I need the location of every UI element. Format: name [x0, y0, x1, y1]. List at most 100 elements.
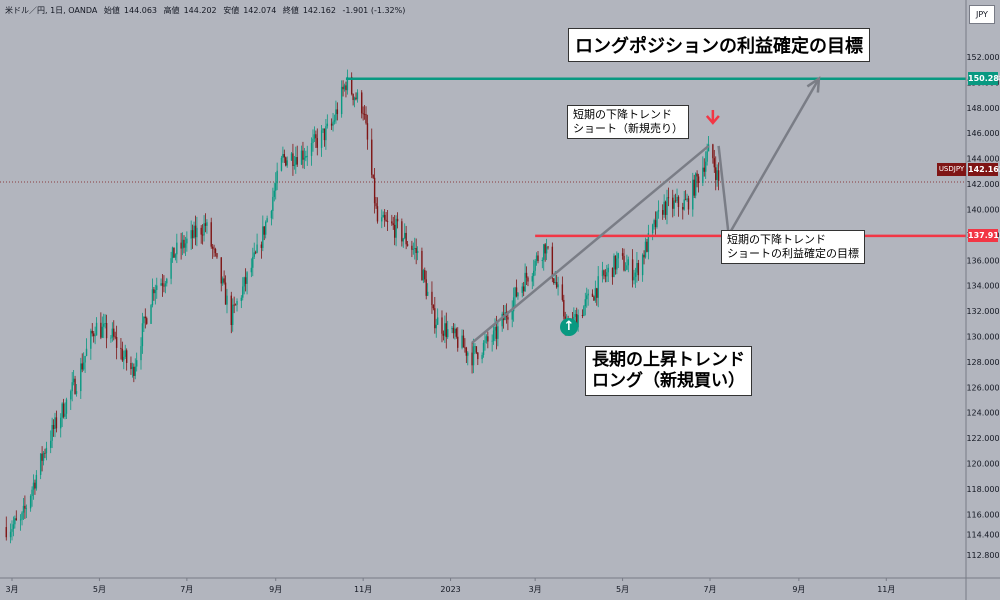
candle-body	[464, 348, 465, 349]
candle-body	[698, 176, 699, 182]
candle-body	[612, 268, 613, 277]
candle-body	[120, 348, 121, 349]
symbol-name[interactable]: 米ドル／円, 1日, OANDA	[5, 6, 97, 15]
candle-body	[605, 275, 606, 276]
candle-body	[384, 215, 385, 220]
candle-body	[424, 270, 425, 279]
candle-body	[658, 210, 659, 212]
candle-body	[372, 175, 373, 178]
candle-body	[496, 327, 497, 339]
candle-body	[196, 228, 197, 237]
candle-body	[401, 221, 402, 241]
candle-body	[54, 417, 55, 429]
candle-body	[116, 337, 117, 348]
candle-body	[602, 270, 603, 276]
candle-body	[404, 233, 405, 238]
candle-body	[447, 329, 448, 337]
candle-body	[443, 334, 444, 336]
candle-body	[146, 318, 147, 324]
open-value: 144.063	[124, 6, 157, 15]
candle-body	[156, 285, 157, 290]
candle-body	[162, 283, 163, 285]
candle-body	[643, 255, 644, 258]
candle-body	[603, 270, 604, 275]
candle-body	[453, 328, 454, 333]
candle-body	[307, 156, 308, 157]
candle-body	[523, 286, 524, 291]
candle-body	[533, 271, 534, 276]
ohlc-header: 米ドル／円, 1日, OANDA 始値 144.063 高値 144.202 安値 1…	[5, 5, 409, 16]
candle-body	[403, 238, 404, 241]
candle-body	[92, 331, 93, 334]
candle-body	[332, 122, 333, 126]
candle-body	[653, 220, 654, 224]
candle-body	[501, 314, 502, 326]
candle-body	[26, 508, 27, 509]
candle-body	[76, 391, 77, 394]
candle-body	[322, 129, 323, 131]
candle-body	[536, 255, 537, 260]
candle-body	[391, 221, 392, 223]
candle-body	[140, 346, 141, 360]
candle-body	[190, 230, 191, 238]
candle-body	[312, 139, 313, 143]
candle-body	[226, 296, 227, 305]
y-tick-label: 128.000	[966, 358, 999, 367]
candle-body	[321, 130, 322, 148]
annotation-line: 短期の下降トレンド	[573, 108, 683, 122]
candle-body	[100, 323, 101, 338]
candle-body	[281, 158, 282, 171]
candle-body	[466, 348, 467, 356]
x-tick-label: 5月	[616, 585, 629, 594]
candle-body	[451, 328, 452, 329]
candle-body	[371, 140, 372, 175]
candle-body	[83, 363, 84, 370]
candle-body	[173, 248, 174, 258]
candle-body	[414, 248, 415, 249]
candle-body	[126, 350, 127, 363]
candle-body	[537, 255, 538, 261]
currency-button[interactable]: JPY	[969, 5, 995, 24]
candle-body	[13, 524, 14, 529]
candle-body	[255, 252, 256, 253]
candle-body	[125, 350, 126, 357]
candle-body	[385, 220, 386, 221]
candle-body	[152, 289, 153, 305]
candle-body	[11, 529, 12, 532]
candle-body	[256, 245, 257, 253]
annotation-long-entry: 長期の上昇トレンド ロング（新規買い）	[585, 346, 752, 396]
y-tick-label: 116.000	[966, 510, 999, 519]
candle-body	[24, 506, 25, 509]
candle-body	[362, 113, 363, 114]
candle-body	[212, 247, 213, 249]
candle-body	[33, 483, 34, 490]
candle-body	[405, 233, 406, 244]
candle-body	[166, 279, 167, 284]
candle-body	[655, 220, 656, 227]
candle-body	[702, 168, 703, 183]
candle-body	[714, 158, 715, 167]
candle-body	[61, 404, 62, 418]
candle-body	[291, 153, 292, 160]
candle-body	[93, 333, 94, 336]
y-tick-label: 132.000	[966, 307, 999, 316]
candle-body	[486, 336, 487, 340]
candle-body	[66, 399, 67, 413]
candles	[6, 70, 720, 544]
y-tick-label: 118.000	[966, 485, 999, 494]
candle-body	[718, 170, 719, 181]
y-tick-label: 112.800	[966, 551, 999, 560]
candle-body	[555, 282, 556, 283]
candle-body	[685, 199, 686, 200]
candle-body	[616, 258, 617, 269]
candle-body	[274, 191, 275, 197]
candle-body	[357, 92, 358, 99]
candle-body	[205, 223, 206, 226]
candle-body	[334, 120, 335, 121]
candle-body	[82, 363, 83, 369]
candle-body	[297, 157, 298, 165]
candle-body	[104, 323, 105, 324]
candle-body	[272, 197, 273, 211]
y-tick-label: 114.400	[966, 531, 999, 540]
